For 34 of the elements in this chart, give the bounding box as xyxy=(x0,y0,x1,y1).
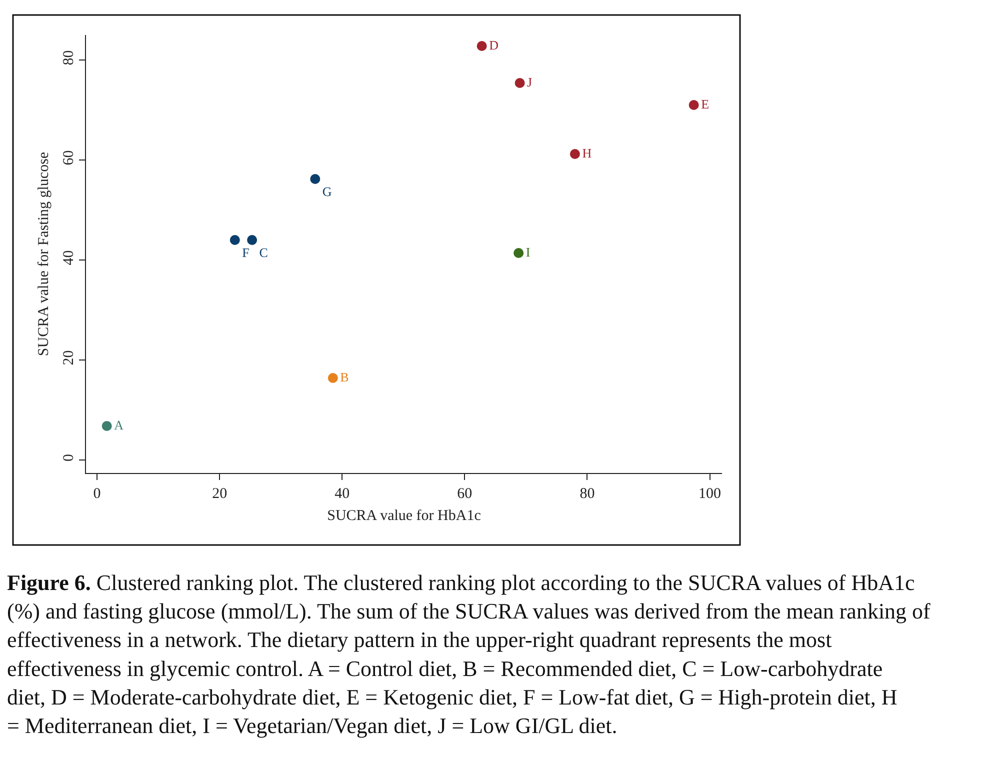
point xyxy=(688,100,699,110)
series-label: H xyxy=(582,145,592,160)
y-tick-label: 40 xyxy=(60,250,77,266)
caption: Figure 6. Clustered ranking plot. The clustered ranking plot according to the SUCRA values of HbA1c (%) and fasting glucose (mmol/L). The sum of the SUCRA values was derived from the mean ranking of effectiveness in a network. The dietary pattern in the upper-right quadrant represents the most effectiveness in glycemic control. A = Control diet, B = Recommended diet, C = Low-carbohydrate diet, D = Moderate-carbohydrate diet, E = Ketogenic diet, F = Low-fat diet, G = High-protein diet, H = Mediterranean diet, I = Vegetarian/Vegan diet, J = Low GI/GL diet. xyxy=(7,570,932,738)
series-label: I xyxy=(526,244,530,260)
x-tick-label: 100 xyxy=(698,486,721,502)
x-axis-title: SUCRA value for HbA1c xyxy=(327,508,482,524)
series-label: F xyxy=(242,245,250,260)
point xyxy=(247,235,258,245)
y-tick-label: 60 xyxy=(60,150,77,166)
y-tick-label: 20 xyxy=(60,350,77,366)
x-tick-label: 80 xyxy=(580,486,595,502)
series-label: E xyxy=(701,96,710,112)
x-tick-label: 0 xyxy=(93,486,101,502)
series-label: C xyxy=(259,245,268,260)
y-axis-title: SUCRA value for Fasting glucose xyxy=(36,152,52,356)
point xyxy=(230,235,240,245)
series-label: J xyxy=(527,74,532,90)
point xyxy=(310,174,320,184)
x-tick-label: 40 xyxy=(334,486,350,502)
series-label: B xyxy=(340,369,350,384)
y-tick-label: 80 xyxy=(60,50,77,66)
point xyxy=(514,248,524,258)
series-label: A xyxy=(114,417,124,432)
point xyxy=(328,373,338,383)
point xyxy=(570,149,580,159)
x-tick-label: 20 xyxy=(212,486,228,502)
point xyxy=(476,41,487,51)
point xyxy=(514,78,525,88)
y-tick-label: 0 xyxy=(60,454,77,462)
point xyxy=(102,421,112,431)
series-label: G xyxy=(322,184,332,199)
x-tick-label: 60 xyxy=(457,486,472,502)
series-label: D xyxy=(489,37,498,52)
